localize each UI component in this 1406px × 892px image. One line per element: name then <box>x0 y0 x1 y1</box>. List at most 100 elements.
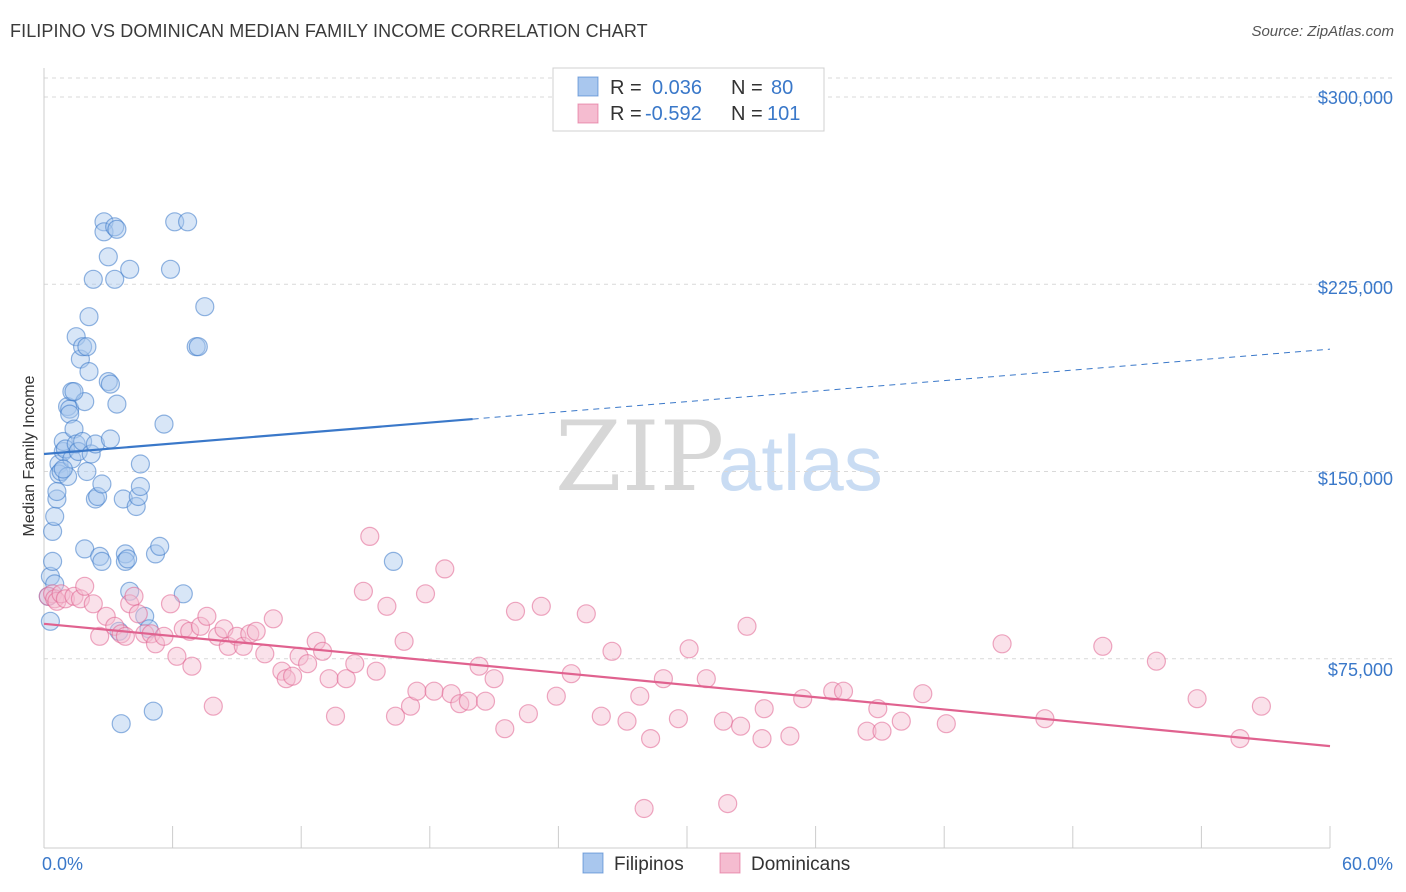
filipino-point-56 <box>115 551 136 572</box>
dominican-point-46 <box>319 669 339 689</box>
legend-r-value-1: 0.036 <box>652 77 702 99</box>
dominican-point-47 <box>325 706 346 726</box>
dominican-point-23 <box>167 646 187 666</box>
dominican-point-92 <box>891 711 911 731</box>
filipino-point-77 <box>117 549 138 569</box>
legend-r-value-2: -0.592 <box>645 103 702 125</box>
dominican-point-16 <box>124 586 144 606</box>
filipinos-trend-line <box>43 417 473 456</box>
dominican-point-67 <box>495 719 515 739</box>
dominican-point-43 <box>298 654 318 674</box>
y-tick-label-3: $300,000 <box>1318 88 1393 108</box>
filipino-point-31 <box>77 461 97 482</box>
dominican-point-70 <box>531 596 551 616</box>
filipino-point-29 <box>75 539 95 559</box>
dominican-point-50 <box>353 581 373 601</box>
dominican-point-82 <box>696 669 716 689</box>
series-legend: Filipinos Dominicans <box>582 852 850 875</box>
dominican-point-26 <box>182 656 202 676</box>
dominican-point-69 <box>518 704 539 724</box>
dominican-point-99 <box>1187 689 1207 709</box>
filipino-point-11 <box>51 461 71 482</box>
dominican-point-104 <box>752 728 772 749</box>
filipino-point-79 <box>53 459 73 479</box>
dominicans-points <box>38 526 1272 819</box>
dominican-point-49 <box>345 654 365 674</box>
bottom-legend-filipinos: Filipinos <box>614 854 684 875</box>
dominican-point-28 <box>197 606 217 626</box>
watermark-atlas: atlas <box>718 419 883 507</box>
x-tick-label-1: 60.0% <box>1342 854 1393 874</box>
dominican-point-8 <box>75 576 95 596</box>
filipino-point-4 <box>42 551 63 572</box>
filipino-point-47 <box>100 429 121 449</box>
filipino-point-41 <box>92 474 112 494</box>
dominican-point-54 <box>385 706 406 726</box>
filipino-point-50 <box>107 219 127 239</box>
dominican-point-88 <box>823 681 843 701</box>
dominican-point-105 <box>872 721 892 741</box>
filipino-point-71 <box>178 212 198 232</box>
watermark-zip: ZIP <box>555 401 724 513</box>
filipino-point-40 <box>92 551 112 572</box>
dominican-point-76 <box>617 711 637 731</box>
dominican-point-51 <box>360 526 380 547</box>
filipino-point-30 <box>77 337 97 357</box>
dominican-point-86 <box>780 726 800 746</box>
dominican-point-52 <box>366 661 386 681</box>
dominican-point-9 <box>83 594 103 614</box>
dominican-point-27 <box>190 616 211 636</box>
dominican-point-73 <box>576 604 596 624</box>
chart-title: FILIPINO VS DOMINICAN MEDIAN FAMILY INCO… <box>10 21 648 41</box>
dominican-point-29 <box>203 696 223 716</box>
filipino-point-78 <box>64 382 84 402</box>
dominican-point-79 <box>653 669 674 689</box>
filipino-point-28 <box>75 392 95 412</box>
legend-r-label-2: R = <box>610 103 642 125</box>
x-tick-labels: 0.0% 60.0% <box>42 854 1393 874</box>
filipino-point-76 <box>383 551 403 572</box>
y-axis-label: Median Family Income <box>21 375 38 536</box>
dominican-point-87 <box>793 689 813 709</box>
y-tick-label-0: $75,000 <box>1328 660 1393 680</box>
filipino-point-53 <box>111 714 131 734</box>
dominican-point-68 <box>505 601 526 621</box>
dominican-point-81 <box>679 639 699 659</box>
filipino-point-46 <box>100 374 121 394</box>
filipino-point-26 <box>72 337 93 357</box>
dominican-point-103 <box>730 716 751 736</box>
filipino-point-65 <box>143 701 163 721</box>
filipino-point-18 <box>60 404 80 424</box>
legend-n-value-1: 80 <box>771 77 793 99</box>
dominican-point-74 <box>591 706 611 726</box>
dominican-point-2 <box>45 589 65 609</box>
dominican-point-100 <box>1251 696 1272 716</box>
filipino-point-23 <box>66 327 86 347</box>
filipino-point-68 <box>154 414 174 434</box>
filipinos-trend-extension <box>472 348 1331 420</box>
legend-n-label-1: N = <box>731 77 763 99</box>
dominican-point-22 <box>160 594 181 614</box>
dominican-point-83 <box>713 711 734 731</box>
filipino-point-6 <box>45 506 65 527</box>
bottom-legend-swatch-filipinos <box>582 852 604 874</box>
dominican-point-59 <box>424 681 444 701</box>
dominican-point-98 <box>1146 651 1167 671</box>
dominican-point-37 <box>255 644 275 664</box>
dominican-point-55 <box>394 631 414 651</box>
filipino-point-72 <box>173 584 193 604</box>
dominican-point-90 <box>857 721 877 741</box>
gridlines <box>44 77 1392 660</box>
y-tick-label-2: $225,000 <box>1318 278 1393 298</box>
filipino-point-45 <box>98 372 118 392</box>
filipino-point-67 <box>150 536 170 557</box>
dominican-point-93 <box>913 684 933 704</box>
filipino-point-57 <box>120 259 140 279</box>
dominican-point-77 <box>630 686 650 706</box>
dominican-point-95 <box>992 634 1012 654</box>
dominican-point-94 <box>936 714 956 734</box>
bottom-legend-dominicans: Dominicans <box>751 854 850 875</box>
dominican-point-65 <box>475 691 496 711</box>
filipino-point-61 <box>130 454 150 474</box>
filipino-point-8 <box>47 481 67 502</box>
